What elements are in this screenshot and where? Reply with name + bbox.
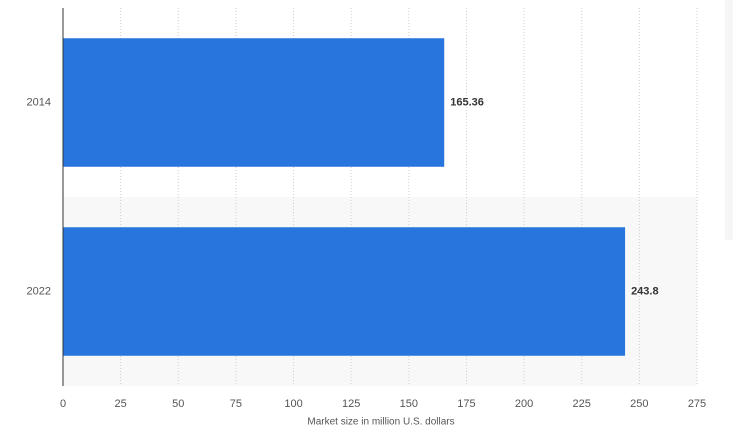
- x-tick-label: 200: [515, 398, 533, 410]
- bar: [63, 227, 626, 356]
- x-tick-label: 75: [230, 398, 242, 410]
- y-tick-label: 2022: [27, 285, 51, 297]
- y-tick-label: 2014: [27, 96, 51, 108]
- x-tick-label: 100: [284, 398, 302, 410]
- bar: [63, 38, 445, 167]
- value-label: 165.36: [450, 96, 484, 108]
- value-label: 243.8: [631, 285, 659, 297]
- x-axis-title: Market size in million U.S. dollars: [307, 417, 454, 428]
- x-tick-label: 225: [573, 398, 591, 410]
- x-tick-label: 150: [400, 398, 418, 410]
- x-tick-label: 50: [172, 398, 184, 410]
- x-tick-label: 0: [60, 398, 66, 410]
- x-tick-label: 275: [688, 398, 706, 410]
- x-tick-label: 125: [342, 398, 360, 410]
- x-tick-label: 25: [115, 398, 127, 410]
- x-tick-label: 250: [630, 398, 648, 410]
- side-shadow: [725, 0, 733, 240]
- x-tick-label: 175: [457, 398, 475, 410]
